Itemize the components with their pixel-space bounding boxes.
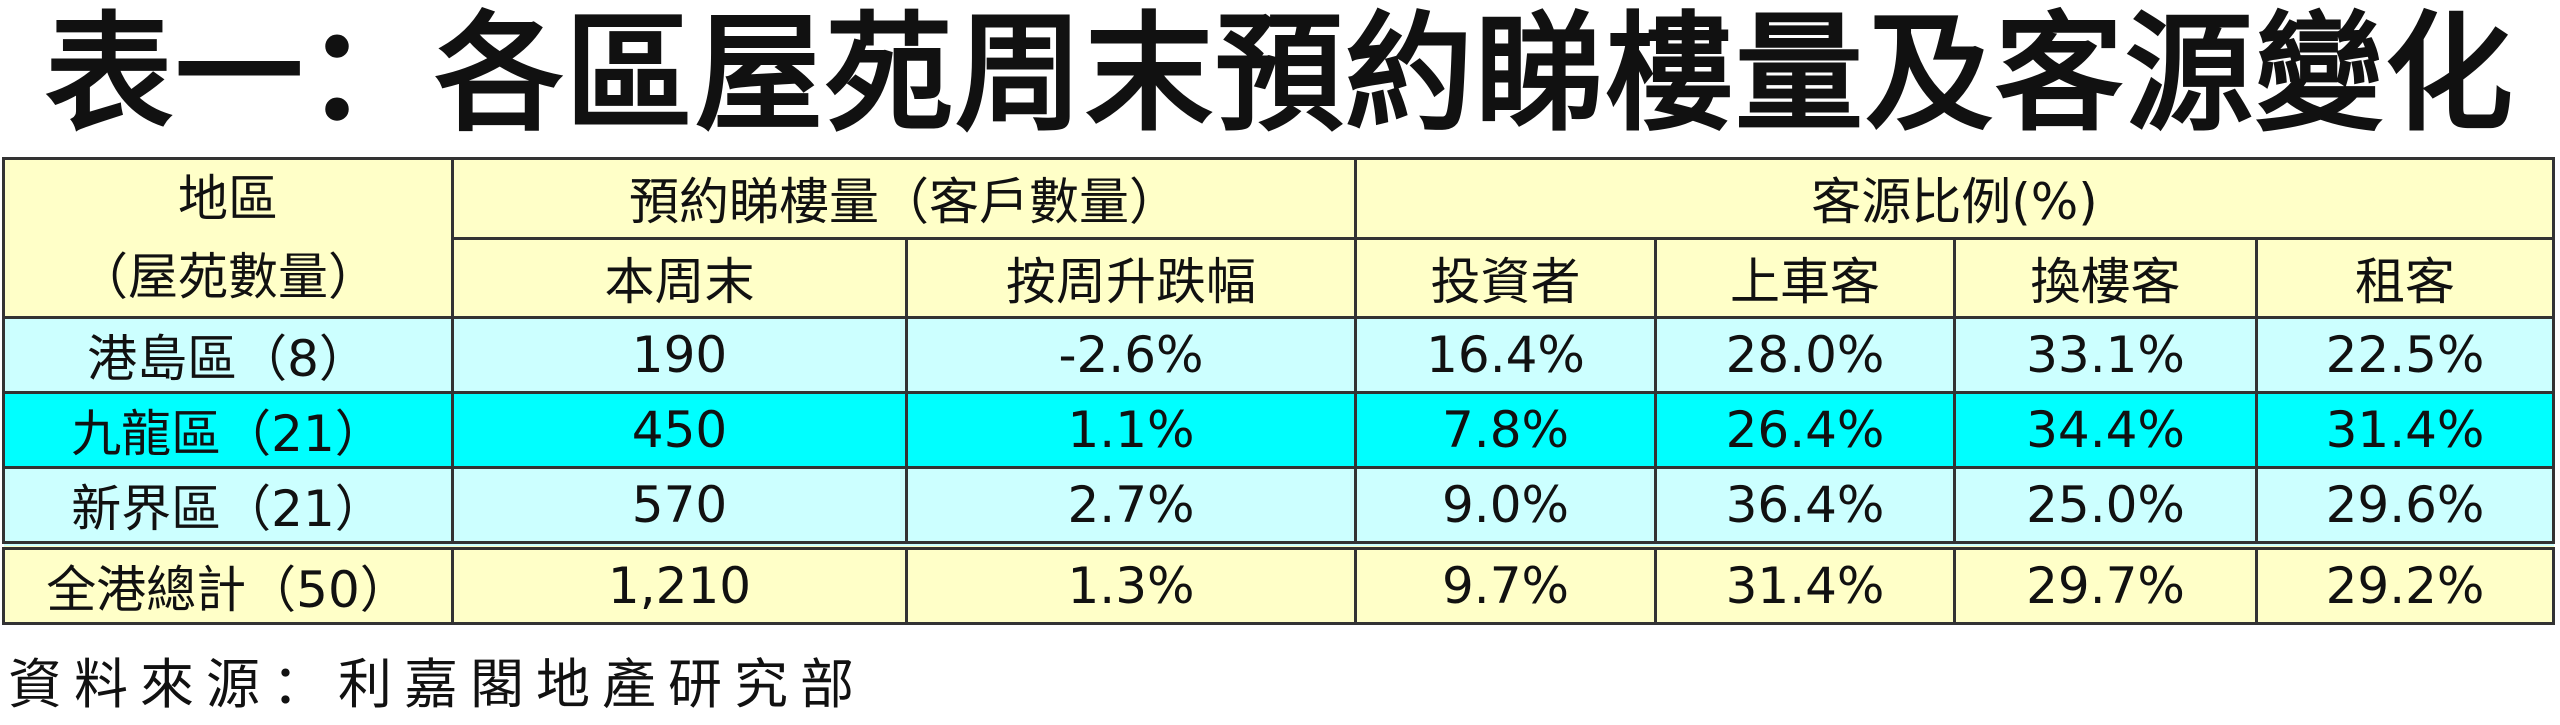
- cell: 1.3%: [905, 541, 1357, 625]
- cell: 25.0%: [1953, 466, 2258, 547]
- table-body: 地區 （屋苑數量） 預約睇樓量（客戶數量） 客源比例(%) 本周末 按周升跌幅 投資者…: [2, 157, 2556, 625]
- cell: 29.6%: [2254, 466, 2556, 547]
- cell: 28.0%: [1654, 316, 1956, 394]
- cell: 29.2%: [2254, 541, 2556, 625]
- header-cell: 客源比例(%): [1353, 157, 2556, 240]
- cell: 全港總計（50）: [2, 541, 454, 625]
- header-cell: 上車客: [1654, 236, 1956, 319]
- header-row: 地區 （屋苑數量） 預約睇樓量（客戶數量） 客源比例(%): [2, 157, 2556, 319]
- cell: 九龍區（21）: [2, 391, 454, 469]
- cell: 1.1%: [905, 391, 1357, 469]
- cell: 2.7%: [905, 466, 1357, 547]
- cell: 22.5%: [2254, 316, 2556, 394]
- cell: 36.4%: [1654, 466, 1956, 547]
- cell: 1,210: [451, 541, 908, 625]
- cell: 31.4%: [2254, 391, 2556, 469]
- cell: 450: [451, 391, 908, 469]
- cell: 190: [451, 316, 908, 394]
- source-note: 資料來源：利嘉閣地產研究部: [8, 653, 866, 716]
- cell: 29.7%: [1953, 541, 2258, 625]
- header-cell: 投資者: [1354, 236, 1657, 319]
- header-cell: 租客: [2254, 236, 2556, 319]
- cell: 34.4%: [1953, 391, 2258, 469]
- cell: 26.4%: [1654, 391, 1956, 469]
- data-row: 九龍區（21） 450 1.1% 7.8% 26.4% 34.4% 31.4%: [2, 391, 2556, 469]
- cell: 33.1%: [1953, 316, 2258, 394]
- cell: 16.4%: [1354, 316, 1657, 394]
- header-text: （屋苑數量）: [78, 248, 378, 306]
- header-cell: 本周末: [451, 236, 908, 319]
- header-cell: 預約睇樓量（客戶數量）: [451, 157, 1357, 240]
- header-cell: 地區 （屋苑數量）: [2, 157, 454, 319]
- cell: 9.0%: [1354, 466, 1657, 547]
- header-row: 本周末 按周升跌幅 投資者 上車客 換樓客 租客: [4, 236, 2556, 319]
- data-row: 新界區（21） 570 2.7% 9.0% 36.4% 25.0% 29.6%: [2, 466, 2556, 547]
- cell: 港島區（8）: [2, 316, 454, 394]
- data-table: 地區 （屋苑數量） 預約睇樓量（客戶數量） 客源比例(%) 本周末 按周升跌幅 投資者…: [2, 157, 2556, 625]
- header-cell: 換樓客: [1953, 236, 2258, 319]
- header-text: 地區: [178, 170, 278, 228]
- total-row: 全港總計（50） 1,210 1.3% 9.7% 31.4% 29.7% 29.2%: [2, 541, 2556, 625]
- header-cell: 按周升跌幅: [905, 236, 1357, 319]
- data-row: 港島區（8） 190 -2.6% 16.4% 28.0% 33.1% 22.5%: [2, 316, 2556, 394]
- cell: 31.4%: [1654, 541, 1956, 625]
- cell: -2.6%: [905, 316, 1357, 394]
- cell: 9.7%: [1354, 541, 1657, 625]
- cell: 570: [451, 466, 908, 547]
- title: 表一：各區屋苑周末預約睇樓量及客源變化: [44, 0, 2515, 149]
- cell: 新界區（21）: [2, 466, 454, 547]
- cell: 7.8%: [1354, 391, 1657, 469]
